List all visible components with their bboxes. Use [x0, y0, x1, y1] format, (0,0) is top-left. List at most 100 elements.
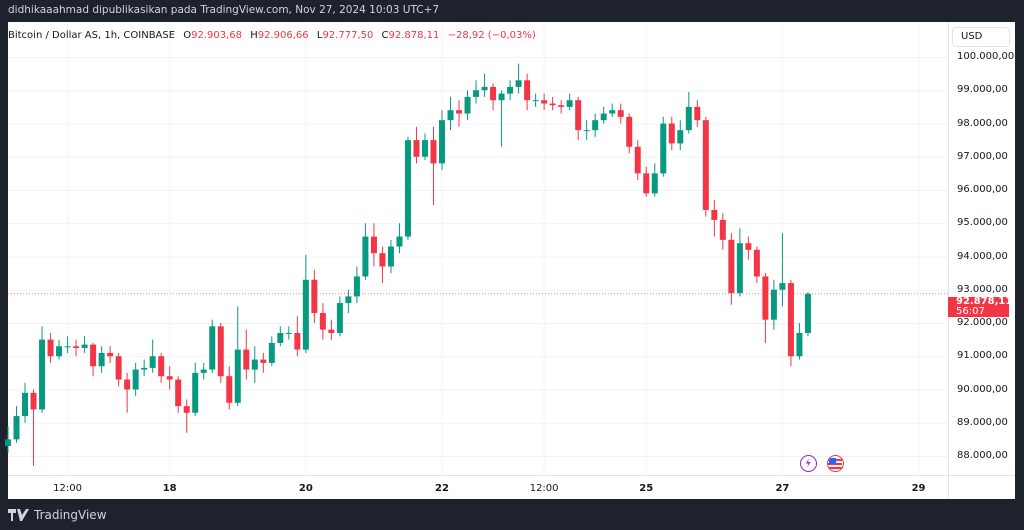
candle-body	[98, 352, 105, 367]
candle-body	[370, 236, 377, 254]
candle	[660, 116, 667, 177]
candle	[234, 306, 241, 407]
time-tick-label: 25	[639, 483, 654, 494]
tradingview-logo[interactable]: TradingView	[8, 508, 107, 522]
candle	[753, 246, 760, 284]
candle	[73, 339, 80, 357]
candle	[39, 326, 46, 413]
candle	[22, 382, 29, 423]
candle-body	[166, 376, 173, 380]
candle	[745, 236, 752, 260]
candle-body	[439, 120, 446, 164]
candle	[481, 73, 488, 97]
candle-body	[430, 140, 437, 164]
price-tick-label: 92.000,00	[957, 317, 1008, 328]
candle-body	[796, 332, 803, 357]
candle-body	[260, 359, 267, 363]
candle	[285, 326, 292, 340]
candle-body	[200, 369, 207, 373]
candle-body	[532, 100, 539, 102]
candle	[158, 352, 165, 383]
candles	[5, 63, 811, 466]
time-tick-label: 22	[435, 483, 449, 494]
candle-body	[609, 110, 616, 114]
candle-body	[379, 253, 386, 267]
candle	[277, 326, 284, 347]
candle	[583, 120, 590, 141]
candle-body	[617, 110, 624, 117]
candle	[668, 116, 675, 151]
candle	[787, 279, 794, 367]
candle-body	[745, 243, 752, 250]
candle-body	[81, 344, 88, 348]
chart-panel	[8, 22, 1015, 499]
candle	[115, 352, 122, 387]
time-tick-label: 20	[298, 483, 313, 494]
candle-body	[56, 346, 63, 357]
candle-body	[158, 356, 165, 377]
price-tick-label: 99.000,00	[957, 84, 1008, 96]
candle-body	[175, 379, 182, 407]
time-tick-label: 12:00	[53, 483, 82, 494]
candle-body	[660, 123, 667, 174]
candle	[107, 346, 114, 363]
candle	[507, 80, 514, 101]
candle	[64, 336, 71, 353]
candle	[566, 93, 573, 111]
candle-body	[234, 349, 241, 403]
candle	[592, 113, 599, 137]
candle	[90, 342, 97, 377]
tradingview-logo-icon	[8, 509, 29, 521]
candle	[56, 339, 63, 360]
candle-body	[107, 352, 114, 357]
candle	[175, 376, 182, 413]
open-value: 92.903,68	[191, 30, 243, 41]
currency-button[interactable]: USD	[952, 27, 1010, 47]
candle-body	[736, 243, 743, 294]
candle-body	[575, 100, 582, 131]
price-tick-label: 100.000,00	[957, 51, 1015, 62]
candle	[575, 96, 582, 141]
candle-body	[753, 249, 760, 277]
candle-body	[5, 439, 11, 447]
candle-body	[64, 346, 71, 348]
lightning-event-icon[interactable]	[800, 455, 817, 472]
candle	[362, 223, 369, 280]
time-tick-label: 18	[162, 483, 177, 494]
price-tick-label: 97.000,00	[957, 150, 1008, 162]
footer-logo-text: TradingView	[34, 508, 107, 522]
candle	[490, 83, 497, 111]
candle	[515, 63, 522, 94]
candle-body	[30, 392, 37, 410]
candle	[685, 91, 692, 134]
candle-body	[243, 349, 250, 370]
candle	[736, 228, 743, 297]
candle-body	[149, 356, 156, 368]
candle-body	[268, 342, 275, 363]
candle	[711, 199, 718, 237]
candle	[719, 213, 726, 250]
candle	[217, 323, 224, 383]
price-tick-label: 90.000,00	[957, 383, 1008, 395]
bar-countdown: 56:07	[956, 306, 985, 317]
us-flag-event-icon[interactable]	[827, 455, 844, 472]
symbol-title[interactable]: Bitcoin / Dollar AS, 1h, COINBASE	[8, 30, 176, 41]
candle-body	[762, 276, 769, 320]
candle	[404, 136, 411, 240]
last-price-value: 92.878,11	[956, 296, 1013, 307]
change-value: −28,92 (−0,03%)	[447, 30, 536, 41]
candle	[166, 366, 173, 390]
candle	[132, 362, 139, 397]
candle	[762, 273, 769, 343]
candle	[200, 362, 207, 380]
candle	[141, 359, 148, 377]
candle-body	[226, 376, 233, 403]
candle	[396, 223, 403, 254]
candle	[456, 100, 463, 127]
candle	[702, 116, 709, 217]
candle-body	[302, 279, 309, 350]
candle-body	[39, 339, 46, 410]
candle	[796, 323, 803, 360]
candle	[464, 90, 471, 121]
